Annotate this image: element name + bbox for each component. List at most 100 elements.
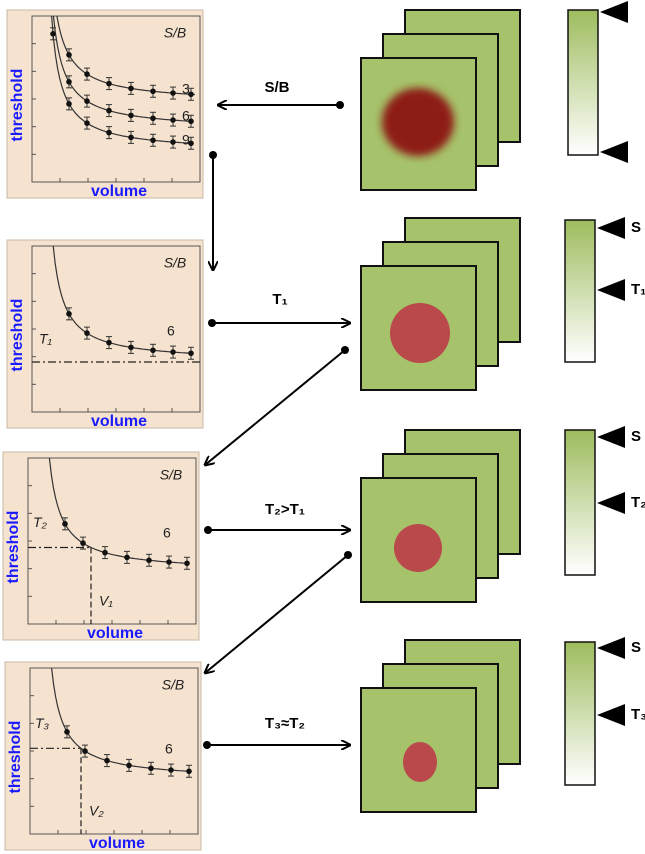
marker-triangle — [597, 217, 625, 239]
data-point — [104, 758, 110, 764]
x-axis-label: volume — [91, 183, 147, 200]
data-point — [82, 748, 88, 754]
curve-label: 9 — [182, 132, 190, 148]
legend-title: S/B — [164, 255, 187, 271]
diagram: S/B 3 6 9 volume threshold T₁ S/B 6 volume thresho… — [0, 0, 645, 854]
data-point — [188, 350, 194, 356]
arrow-origin — [204, 526, 212, 534]
marker-label: T₂ — [631, 494, 645, 511]
data-point — [84, 98, 90, 104]
threshold-bar — [565, 430, 595, 575]
marker-triangle — [597, 637, 625, 659]
data-point — [150, 347, 156, 353]
arrow-origin — [341, 346, 349, 354]
marker-triangle — [597, 426, 625, 448]
data-point — [124, 555, 130, 561]
plot-panel: T₁ S/B 6 volume threshold — [7, 240, 203, 430]
data-point — [106, 130, 112, 136]
data-point — [106, 340, 112, 346]
lesion — [403, 742, 437, 782]
plot-panel: T₃ V₂ S/B 6 volume threshold — [5, 662, 201, 852]
threshold-bar — [565, 642, 595, 785]
y-axis-label: threshold — [9, 299, 26, 372]
arrow-origin — [208, 319, 216, 327]
curve-label: 6 — [167, 323, 175, 339]
data-point — [66, 311, 72, 317]
arrow-label: S/B — [264, 79, 289, 96]
data-point — [102, 550, 108, 556]
curve-label: 3 — [182, 81, 190, 97]
data-point — [170, 349, 176, 355]
curve-label: 6 — [163, 525, 171, 541]
curve-label: 6 — [165, 741, 173, 757]
marker-label: T₁ — [631, 281, 645, 298]
data-point — [166, 559, 172, 565]
data-point — [170, 139, 176, 145]
arrow-origin — [344, 551, 352, 559]
arrow — [205, 350, 345, 465]
data-point — [170, 90, 176, 96]
data-point — [126, 763, 132, 769]
data-point — [128, 113, 134, 119]
arrow-origin — [203, 741, 211, 749]
legend-title: S/B — [160, 467, 183, 483]
marker-triangle — [600, 1, 628, 23]
arrow-label: T₃≈T₂ — [265, 715, 305, 732]
x-axis-label: volume — [89, 835, 145, 852]
data-point — [84, 120, 90, 126]
data-point — [150, 115, 156, 121]
plot-panel: S/B 3 6 9 volume threshold — [7, 10, 203, 200]
marker-triangle — [600, 141, 628, 163]
legend-title: S/B — [162, 677, 185, 693]
lesion — [394, 524, 442, 572]
threshold-label: T₂ — [33, 514, 48, 530]
arrow-origin — [209, 151, 217, 159]
y-axis-label: threshold — [9, 69, 26, 142]
data-point — [170, 117, 176, 123]
marker-label: S — [631, 639, 641, 656]
plot-panel: T₂ V₁ S/B 6 volume threshold — [3, 452, 199, 642]
data-point — [150, 88, 156, 94]
marker-label: S — [631, 219, 641, 236]
lesion — [390, 303, 450, 363]
x-axis-label: volume — [91, 413, 147, 430]
legend-title: S/B — [164, 25, 187, 41]
threshold-bar — [565, 220, 595, 362]
data-point — [80, 540, 86, 546]
data-point — [84, 330, 90, 336]
data-point — [84, 71, 90, 77]
data-point — [106, 108, 112, 114]
data-point — [106, 81, 112, 87]
arrow-label: T₁ — [272, 291, 287, 308]
arrow-origin — [336, 101, 344, 109]
data-point — [128, 86, 134, 92]
data-point — [184, 560, 190, 566]
data-point — [62, 521, 68, 527]
data-point — [148, 765, 154, 771]
arrow — [205, 555, 348, 673]
volume-label: V₂ — [89, 803, 104, 819]
data-point — [66, 79, 72, 85]
marker-triangle — [597, 279, 625, 301]
marker-triangle — [597, 492, 625, 514]
volume-label: V₁ — [99, 593, 113, 609]
data-point — [128, 345, 134, 351]
y-axis-label: threshold — [7, 721, 24, 794]
data-point — [66, 52, 72, 58]
data-point — [146, 557, 152, 563]
threshold-label: T₁ — [39, 331, 53, 347]
data-point — [150, 137, 156, 143]
marker-label: T₃ — [631, 706, 645, 723]
marker-label: S — [631, 428, 641, 445]
x-axis-label: volume — [87, 625, 143, 642]
data-point — [128, 135, 134, 141]
curve-label: 6 — [182, 108, 190, 124]
data-point — [66, 101, 72, 107]
data-point — [168, 767, 174, 773]
marker-triangle — [597, 704, 625, 726]
data-point — [50, 31, 56, 37]
arrow-label: T₂>T₁ — [265, 501, 305, 518]
y-axis-label: threshold — [5, 511, 22, 584]
threshold-label: T₃ — [35, 715, 50, 731]
threshold-bar — [568, 10, 598, 155]
